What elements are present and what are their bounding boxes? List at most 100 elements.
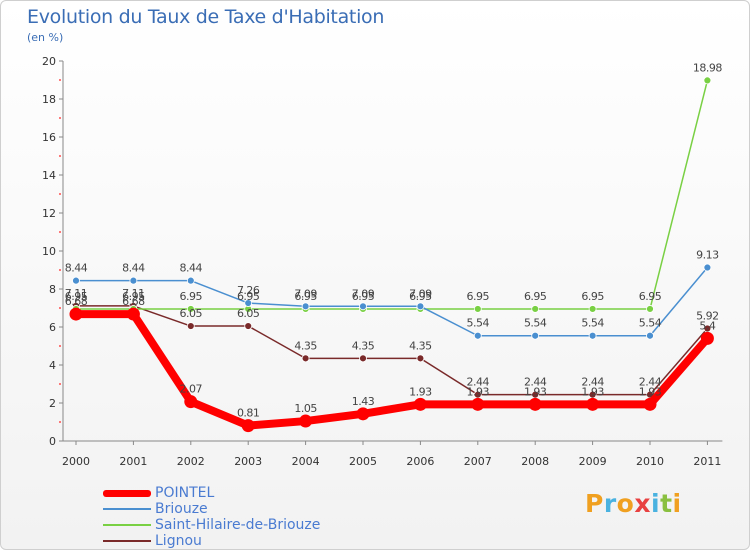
y-minor-tick bbox=[59, 307, 61, 309]
logo-letter: P bbox=[585, 489, 604, 518]
data-label-saint-hilaire-de-briouze: 6.95 bbox=[581, 290, 604, 303]
x-tick-label: 2005 bbox=[349, 455, 377, 468]
legend-swatch-saint-hilaire bbox=[103, 524, 151, 526]
data-label-briouze: 8.44 bbox=[122, 262, 145, 275]
data-point-briouze bbox=[244, 299, 253, 307]
y-tick-label: 12 bbox=[42, 207, 56, 220]
data-point-saint-hilaire-de-briouze bbox=[588, 305, 597, 313]
data-label-pointel: 1.43 bbox=[352, 395, 375, 408]
y-tick-label: 16 bbox=[42, 131, 56, 144]
y-tick-label: 20 bbox=[42, 55, 56, 68]
y-tick-label: 8 bbox=[49, 283, 56, 296]
y-tick-label: 0 bbox=[49, 435, 56, 448]
y-tick-label: 4 bbox=[49, 359, 56, 372]
x-tick-label: 2007 bbox=[464, 455, 492, 468]
data-label-briouze: 5.54 bbox=[524, 317, 547, 330]
series-line-briouze bbox=[75, 266, 709, 337]
y-minor-tick bbox=[59, 269, 61, 271]
data-label-lignou: 2.44 bbox=[581, 376, 604, 389]
x-tick-label: 2010 bbox=[636, 455, 664, 468]
data-point-pointel bbox=[586, 397, 600, 411]
data-label-lignou: 6.05 bbox=[237, 307, 260, 320]
data-label-saint-hilaire-de-briouze: 6.95 bbox=[352, 290, 375, 303]
data-point-briouze bbox=[646, 331, 654, 340]
data-label-saint-hilaire-de-briouze: 6.95 bbox=[639, 290, 662, 303]
data-label-saint-hilaire-de-briouze: 6.95 bbox=[524, 290, 547, 303]
data-label-pointel: 1.93 bbox=[639, 385, 662, 398]
y-minor-tick bbox=[59, 79, 61, 81]
data-point-pointel bbox=[643, 397, 657, 411]
legend-label-pointel: POINTEL bbox=[155, 485, 215, 501]
data-label-briouze: 7.09 bbox=[409, 287, 432, 300]
data-point-saint-hilaire-de-briouze bbox=[646, 305, 654, 313]
chart-subtitle: (en %) bbox=[27, 31, 64, 44]
data-label-briouze: 9.13 bbox=[696, 249, 719, 262]
y-minor-tick bbox=[59, 345, 61, 347]
data-label-lignou: 7.11 bbox=[65, 287, 88, 300]
legend-swatch-pointel bbox=[103, 489, 151, 497]
data-point-briouze bbox=[301, 302, 310, 311]
data-label-pointel: 6.68 bbox=[122, 295, 145, 308]
legend-swatch-briouze bbox=[103, 508, 151, 510]
y-tick-label: 18 bbox=[42, 93, 56, 106]
data-label-saint-hilaire-de-briouze: 18.98 bbox=[693, 61, 722, 74]
data-label-lignou: 4.35 bbox=[409, 339, 432, 352]
data-label-lignou: 2.44 bbox=[467, 376, 490, 389]
data-point-pointel bbox=[69, 307, 83, 321]
data-label-briouze: 7.09 bbox=[294, 287, 317, 300]
y-minor-tick bbox=[59, 155, 61, 157]
data-label-saint-hilaire-de-briouze: 6.95 bbox=[237, 290, 260, 303]
data-label-lignou: 2.44 bbox=[524, 376, 547, 389]
legend-label-briouze: Briouze bbox=[155, 501, 208, 517]
series-line-saint-hilaire-de-briouze bbox=[75, 79, 709, 310]
data-label-pointel: 5.4 bbox=[699, 319, 715, 332]
y-tick-label: 6 bbox=[49, 321, 56, 334]
data-point-pointel bbox=[356, 407, 370, 421]
y-minor-tick bbox=[59, 231, 61, 233]
data-point-lignou bbox=[416, 354, 425, 363]
chart-axes: 0 2 4 6 8 10 12 14 16 18 20 2000 2001 2002 2003 2004 200… bbox=[42, 55, 723, 468]
y-tick-label: 2 bbox=[49, 397, 56, 410]
y-minor-tick bbox=[59, 383, 61, 385]
data-point-lignou bbox=[244, 322, 253, 330]
logo-letter: i bbox=[672, 489, 682, 518]
x-tick-label: 2008 bbox=[521, 455, 549, 468]
legend-label-saint-hilaire: Saint-Hilaire-de-Briouze bbox=[155, 517, 321, 533]
data-point-pointel bbox=[184, 395, 198, 409]
data-label-lignou: 7.11 bbox=[122, 287, 145, 300]
data-point-briouze bbox=[416, 302, 425, 311]
x-tick-label: 2002 bbox=[177, 455, 205, 468]
data-point-pointel bbox=[413, 397, 427, 411]
data-point-lignou bbox=[301, 354, 310, 363]
y-tick-label: 14 bbox=[42, 169, 56, 182]
data-label-pointel: 0.81 bbox=[237, 407, 260, 420]
data-label-briouze: 8.44 bbox=[65, 262, 88, 275]
data-label-pointel: 1.93 bbox=[524, 385, 547, 398]
logo-letter: o bbox=[616, 489, 635, 518]
data-label-lignou: 4.35 bbox=[352, 339, 375, 352]
data-point-saint-hilaire-de-briouze bbox=[186, 305, 195, 313]
legend-label-lignou: Lignou bbox=[155, 533, 202, 549]
data-point-briouze bbox=[703, 263, 712, 272]
chart-title: Evolution du Taux de Taxe d'Habitation bbox=[27, 6, 385, 28]
chart-series bbox=[69, 76, 714, 433]
y-minor-tick bbox=[59, 193, 61, 195]
x-tick-label: 2000 bbox=[62, 455, 90, 468]
data-label-briouze: 5.54 bbox=[581, 317, 604, 330]
x-tick-label: 2001 bbox=[119, 455, 147, 468]
logo-letter: x bbox=[634, 489, 651, 518]
data-point-pointel bbox=[126, 307, 140, 321]
y-tick-label: 10 bbox=[42, 245, 56, 258]
data-label-saint-hilaire-de-briouze: 6.95 bbox=[180, 290, 203, 303]
data-point-saint-hilaire-de-briouze bbox=[473, 305, 482, 313]
proxiti-logo: Proxiti bbox=[585, 489, 682, 518]
legend-swatch-lignou bbox=[103, 540, 151, 542]
data-point-pointel bbox=[471, 397, 485, 411]
data-point-briouze bbox=[531, 331, 540, 340]
data-label-saint-hilaire-de-briouze: 6.95 bbox=[409, 290, 432, 303]
data-label-briouze: 5.54 bbox=[467, 317, 490, 330]
data-label-lignou: 2.44 bbox=[639, 376, 662, 389]
data-label-saint-hilaire-de-briouze: 6.95 bbox=[294, 290, 317, 303]
data-point-briouze bbox=[473, 331, 482, 340]
